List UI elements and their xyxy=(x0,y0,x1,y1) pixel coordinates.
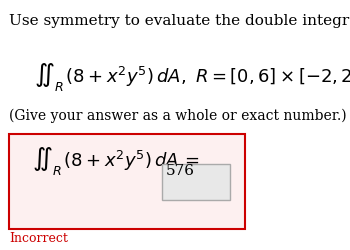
FancyBboxPatch shape xyxy=(9,135,245,229)
Text: 576: 576 xyxy=(166,163,195,177)
Text: $\iint_R\,(8 + x^2 y^5)\,dA,\ R = [0,6]\times[-2,2]$: $\iint_R\,(8 + x^2 y^5)\,dA,\ R = [0,6]\… xyxy=(34,61,350,92)
Text: $\iint_R\,(8 + x^2 y^5)\,dA\, =$: $\iint_R\,(8 + x^2 y^5)\,dA\, =$ xyxy=(32,145,199,177)
Text: Use symmetry to evaluate the double integral.: Use symmetry to evaluate the double inte… xyxy=(9,14,350,28)
Text: (Give your answer as a whole or exact number.): (Give your answer as a whole or exact nu… xyxy=(9,108,346,122)
Text: Incorrect: Incorrect xyxy=(9,231,68,244)
FancyBboxPatch shape xyxy=(162,164,230,200)
